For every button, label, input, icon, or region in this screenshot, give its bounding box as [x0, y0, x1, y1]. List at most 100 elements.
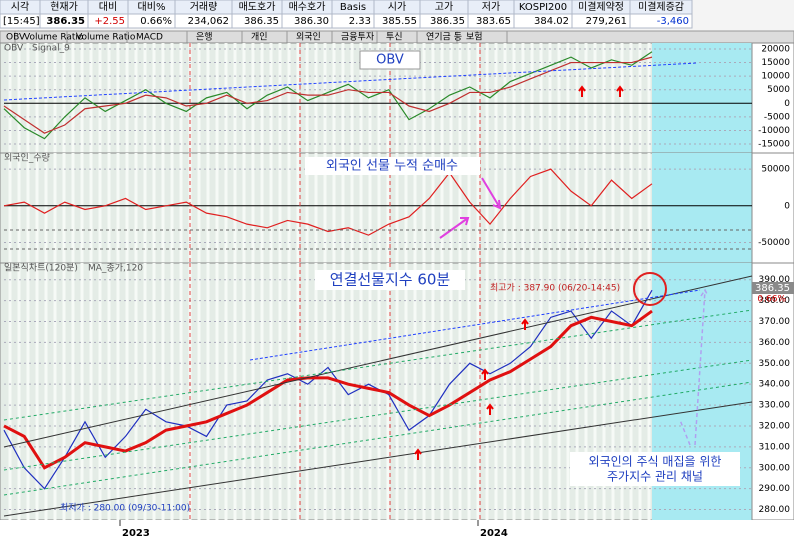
y-tick-label: -50000	[758, 238, 790, 248]
note: 주가지수 관리 채널	[607, 470, 703, 484]
y-tick-label: 350.00	[759, 359, 791, 369]
tab[interactable]: 금융투자	[341, 32, 375, 43]
arrow	[486, 403, 494, 415]
tab[interactable]: Volume Ratio	[76, 33, 136, 43]
note-arrow	[694, 288, 709, 446]
header-value: 384.02	[534, 16, 569, 27]
arrow	[481, 368, 489, 380]
y-tick-label: 390.00	[759, 275, 791, 285]
y-tick-label: -5000	[764, 112, 790, 122]
panel-subtitle: Signal_9	[32, 44, 70, 54]
header-label: 미결제약정	[578, 1, 624, 13]
tab[interactable]: 보험	[466, 32, 483, 43]
highlight	[633, 272, 667, 306]
y-tick-label: 5000	[767, 85, 790, 95]
axis-bg	[751, 262, 794, 521]
header-label: 거래량	[190, 1, 218, 13]
high-label: 최고가 : 387.90 (06/20-14:45)	[490, 283, 620, 294]
trend-line	[3, 62, 698, 101]
tab[interactable]: 외국인	[296, 31, 321, 43]
y-tick-label: -15000	[758, 140, 790, 150]
annotation-box	[315, 270, 465, 290]
tab[interactable]: 연기금 등	[426, 32, 462, 43]
panel-title: 외국인_수량	[4, 152, 50, 164]
channel-line	[3, 381, 753, 496]
y-tick-label: 20000	[761, 44, 790, 54]
series-line	[3, 56, 653, 134]
axis-bg	[751, 152, 794, 264]
note-arrow	[679, 419, 691, 446]
header-label: 시각	[11, 1, 29, 13]
y-tick-label: 340.00	[759, 380, 791, 390]
channel-line	[249, 289, 701, 361]
tab[interactable]: MACD	[136, 33, 163, 43]
header-value: 386.35	[46, 16, 85, 27]
panel-title: 일본식차트(120분)	[4, 262, 78, 274]
header-label: Basis	[340, 2, 366, 13]
tab[interactable]: 개인	[251, 32, 268, 43]
header-value: 385.55	[382, 16, 417, 27]
x-label: 2023	[122, 528, 150, 539]
header-label: 대비%	[138, 1, 166, 13]
y-tick-label: 290.00	[759, 484, 791, 494]
header-value: 386.35	[244, 16, 279, 27]
future-zone	[652, 43, 752, 153]
x-label: 2024	[480, 528, 508, 539]
change: 0.66%	[757, 295, 786, 305]
y-tick-label: 50000	[761, 165, 790, 175]
header-label: 미결제증감	[638, 1, 684, 13]
header-value: 383.65	[476, 16, 511, 27]
y-tick-label: 310.00	[759, 442, 791, 452]
tab[interactable]: Volume Ratio	[24, 33, 84, 43]
header-value: 2.33	[349, 16, 371, 27]
header-value: -3,460	[657, 16, 689, 27]
header-label: 매도호가	[239, 1, 276, 13]
y-tick-label: 0	[784, 201, 790, 211]
series-line	[3, 309, 653, 470]
header-value: 234,062	[188, 16, 229, 27]
channel-line	[3, 401, 753, 517]
tab[interactable]: 투신	[386, 32, 403, 43]
y-tick-label: 280.00	[759, 505, 791, 515]
series-line	[3, 168, 653, 236]
panel-subtitle: MA_종가,120	[88, 263, 143, 274]
header-label: 시가	[388, 1, 406, 13]
y-tick-label: 370.00	[759, 317, 791, 327]
channel-line	[3, 359, 753, 471]
y-tick-label: -10000	[758, 126, 790, 136]
header-label: KOSPI200	[519, 2, 567, 13]
arrow	[439, 217, 470, 239]
current-price: 386.35	[755, 283, 790, 294]
axis-bg	[751, 42, 794, 154]
arrow	[521, 318, 529, 330]
header-label: 저가	[482, 1, 500, 13]
header-value: 0.66%	[140, 16, 172, 27]
header-label: 대비	[99, 1, 117, 13]
y-tick-label: 360.00	[759, 338, 791, 348]
header-value: 386.30	[294, 16, 329, 27]
header-label: 고가	[435, 1, 453, 13]
arrow	[481, 177, 502, 210]
arrow	[414, 448, 422, 460]
tab[interactable]: 은행	[196, 31, 213, 43]
arrow	[578, 85, 586, 97]
arrow	[616, 85, 624, 97]
y-tick-label: 320.00	[759, 421, 791, 431]
header-value: +2.55	[94, 16, 125, 27]
annotation-box	[305, 157, 480, 175]
note: 외국인의 주식 매집을 위한	[589, 455, 722, 469]
annotation-box	[359, 50, 421, 70]
annotation: OBV	[376, 53, 404, 68]
channel-line	[3, 309, 753, 421]
y-tick-label: 330.00	[759, 401, 791, 411]
channel-line	[3, 275, 753, 448]
current-box	[752, 282, 794, 294]
series-line	[3, 289, 653, 490]
y-tick-label: 300.00	[759, 463, 791, 473]
y-tick-label: 380.00	[759, 296, 791, 306]
annotation: 외국인 선물 누적 순매수	[326, 159, 458, 174]
panel-title: OBV	[4, 44, 24, 54]
y-tick-label: 0	[784, 99, 790, 109]
tab[interactable]: OBV	[6, 33, 26, 43]
